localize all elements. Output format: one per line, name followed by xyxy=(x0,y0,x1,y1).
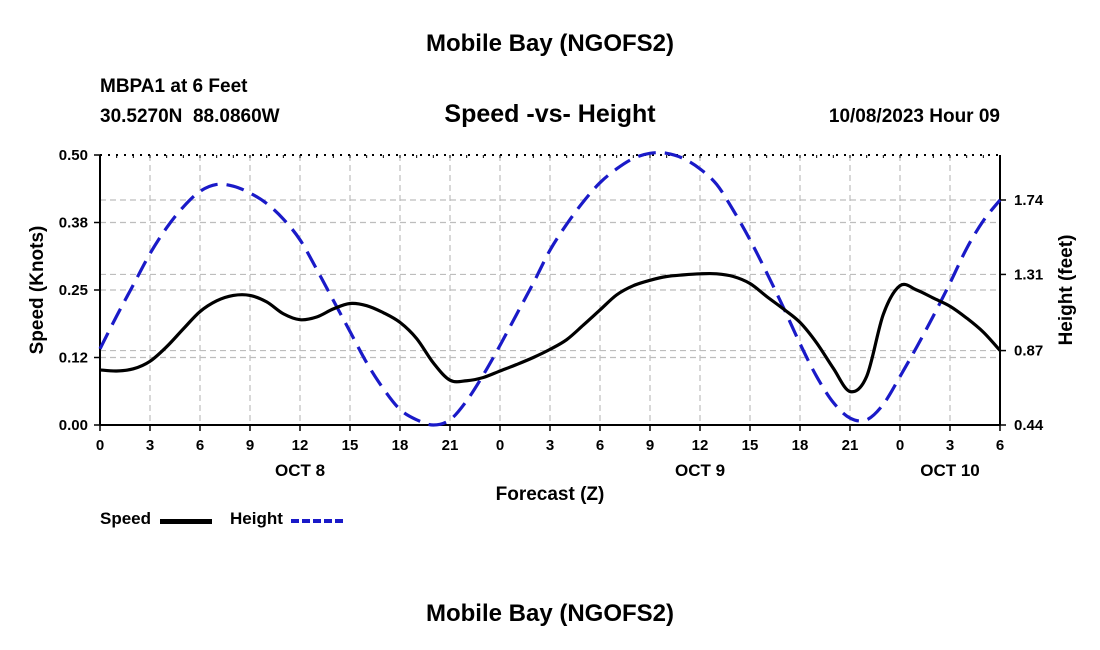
date-label: OCT 8 xyxy=(275,461,325,480)
date-label: OCT 9 xyxy=(675,461,725,480)
x-tick-label: 15 xyxy=(342,437,359,454)
y-tick-label-right: 1.74 xyxy=(1014,192,1044,209)
legend-height-label: Height xyxy=(230,509,283,528)
x-tick-label: 3 xyxy=(946,437,954,454)
x-tick-label: 6 xyxy=(196,437,204,454)
date-label: OCT 10 xyxy=(920,461,980,480)
x-tick-label: 18 xyxy=(392,437,409,454)
station-coordinates: 30.5270N 88.0860W xyxy=(100,106,280,127)
y-tick-label-left: 0.25 xyxy=(59,282,88,299)
x-tick-label: 12 xyxy=(292,437,309,454)
x-axis-title: Forecast (Z) xyxy=(496,484,605,505)
x-tick-label: 21 xyxy=(442,437,459,454)
legend-height-swatch xyxy=(291,519,343,523)
footer-title: Mobile Bay (NGOFS2) xyxy=(425,600,675,627)
page-title: Mobile Bay (NGOFS2) xyxy=(425,30,675,57)
legend-speed-label: Speed xyxy=(100,509,152,528)
y-axis-title-right: Height (feet) xyxy=(1056,235,1077,346)
x-tick-label: 15 xyxy=(742,437,759,454)
station-label: MBPA1 at 6 Feet xyxy=(100,76,248,97)
x-tick-label: 6 xyxy=(596,437,604,454)
x-tick-label: 0 xyxy=(896,437,904,454)
x-tick-label: 3 xyxy=(546,437,554,454)
y-axis-title-left: Speed (Knots) xyxy=(27,226,48,355)
x-tick-label: 9 xyxy=(646,437,654,454)
y-tick-label-left: 0.38 xyxy=(59,215,88,232)
x-tick-label: 18 xyxy=(792,437,809,454)
x-tick-label: 6 xyxy=(996,437,1004,454)
x-tick-label: 0 xyxy=(496,437,504,454)
height-series-line xyxy=(98,151,1002,427)
y-tick-label-left: 0.00 xyxy=(59,417,88,434)
chart-title: Speed -vs- Height xyxy=(444,100,656,128)
y-tick-label-right: 0.44 xyxy=(1014,417,1044,434)
x-tick-label: 9 xyxy=(246,437,254,454)
y-tick-label-left: 0.12 xyxy=(59,350,88,367)
x-tick-label: 3 xyxy=(146,437,154,454)
y-tick-label-right: 1.31 xyxy=(1014,266,1043,283)
x-tick-label: 12 xyxy=(692,437,709,454)
speed-series-line xyxy=(99,271,1002,394)
forecast-run-time: 10/08/2023 Hour 09 xyxy=(828,106,1000,127)
y-tick-label-left: 0.50 xyxy=(59,147,88,164)
x-tick-label: 0 xyxy=(96,437,104,454)
x-tick-label: 21 xyxy=(842,437,859,454)
legend-speed-swatch xyxy=(160,519,212,524)
y-tick-label-right: 0.87 xyxy=(1014,343,1043,360)
